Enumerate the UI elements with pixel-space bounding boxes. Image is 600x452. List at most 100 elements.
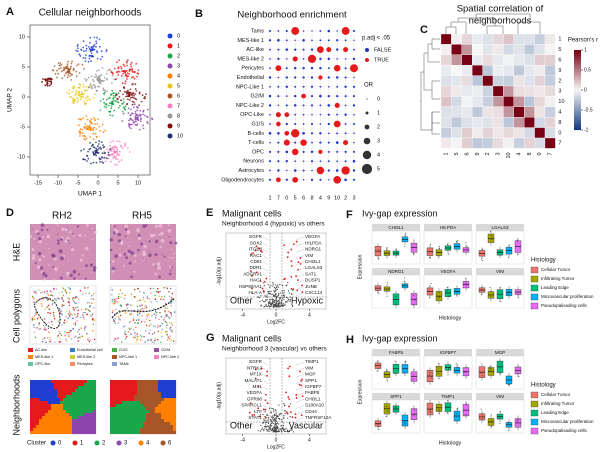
cell-polygon [144,305,146,307]
heatmap-cell [440,54,452,66]
he-texture [84,248,86,250]
cell-polygon [63,304,65,306]
enrichment-dot [327,57,331,61]
legend-swatch [72,440,78,446]
gene-point [286,301,288,303]
he-texture [39,266,44,270]
outlier [414,299,416,301]
cell-polygon [57,297,59,299]
legend-label: 5 [377,166,380,172]
gene-point [274,429,277,431]
gene-point [281,304,284,306]
he-texture [52,266,55,269]
label-connector [295,399,305,403]
cell-polygon [153,341,155,344]
cell-polygon [40,303,43,305]
neighborhood-cell [78,428,82,432]
outlier [466,245,468,247]
he-texture [118,253,122,257]
cell-polygon [128,327,130,329]
neighborhood-cell [152,386,156,390]
heatmap-cell [503,54,514,66]
cell-polygon [58,308,61,310]
outlier [378,249,380,251]
neighborhood-cell [48,389,52,393]
size-swatch [364,124,370,130]
cell-polygon [115,297,117,300]
legend-label: Pericytes [77,362,93,366]
neighborhood-cell [149,410,153,414]
cell-polygon [55,288,58,290]
cell-polygon [75,335,77,337]
cell-polygon [119,319,121,321]
enrichment-dot [285,122,288,126]
neighborhood-cell [93,389,97,393]
gene-label: CHI3L1 [305,396,321,401]
cell-polygon [36,299,38,302]
heatmap-cell [461,117,473,128]
neighborhood-cell [36,431,40,435]
neighborhood-cell [161,413,165,417]
umap-point [142,124,145,127]
gene-point [282,426,284,428]
he-texture [144,256,146,259]
cell-polygon [121,292,123,295]
gene-point [283,416,285,418]
cell-polygon [92,317,94,320]
neighborhood-cell [113,410,117,414]
gene-point [292,431,295,433]
neighborhood-cell [39,401,43,405]
cell-polygon [161,296,163,298]
umap-point [82,83,85,86]
cell-polygon [60,311,62,313]
umap-point [103,146,106,148]
neighborhood-cell [170,389,174,393]
gene-point-significant [301,378,303,381]
legend-title: Cluster [27,441,46,447]
cell-polygon [164,287,166,289]
umap-point [99,158,101,161]
enrichment-dot [328,86,330,88]
neighborhood-cell [170,380,174,384]
umap-point [71,91,73,93]
legend-label: Leading Edge [541,410,569,415]
umap-point [131,103,134,106]
gene-point [281,297,284,300]
legend-label: 1 [177,43,180,49]
neighborhood-cell [128,419,132,423]
legend-swatch [365,58,369,62]
heatmap-cell [492,96,504,107]
he-texture [111,260,115,263]
he-texture [73,277,76,280]
neighborhood-cell [158,428,162,432]
umap-point [98,125,101,128]
legend-swatch [70,348,75,352]
facet-strip [372,268,420,275]
neighborhood-cell [128,425,132,429]
heatmap-cell [503,75,514,87]
neighborhood-cell [57,410,61,414]
cell-polygon [61,303,64,306]
umap-point [89,98,91,101]
neighborhood-cell [152,416,156,420]
umap-point [56,76,58,79]
outlier [465,413,467,415]
label-connector [295,236,305,241]
cell-polygon [34,291,36,294]
neighborhood-cell [128,407,132,411]
heatmap-cell [544,137,556,149]
gene-point [276,288,279,290]
umap-point [134,93,137,95]
gene-point [264,428,266,430]
neighborhood-cell [137,401,141,405]
cell-polygon [49,340,52,343]
neighborhood-cell [72,383,76,387]
he-texture [89,263,94,267]
neighborhood-cell [36,419,40,423]
gene-point [266,296,268,299]
gene-point [269,298,271,301]
neighborhood-cell [90,404,94,408]
neighborhood-cell [93,431,97,435]
cell-polygon [74,297,76,299]
cell-polygon [49,331,51,334]
